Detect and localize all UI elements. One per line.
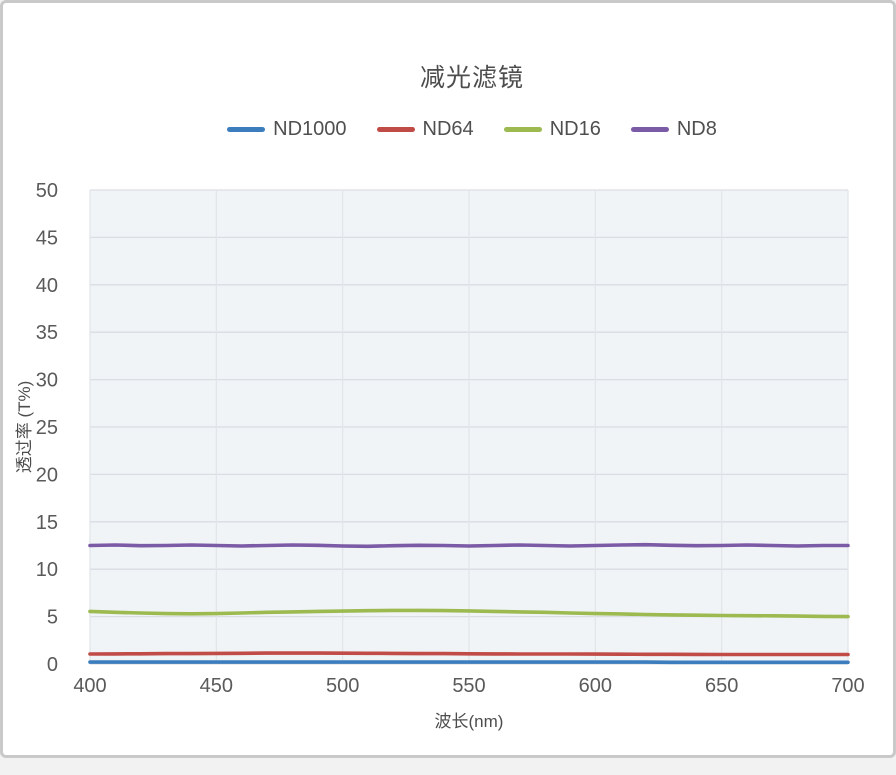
x-tick-label: 550 bbox=[452, 675, 485, 697]
legend-item-label: ND1000 bbox=[273, 118, 347, 140]
x-tick-label: 600 bbox=[579, 675, 612, 697]
x-tick-label: 650 bbox=[705, 675, 738, 697]
legend-item-label: ND8 bbox=[676, 118, 717, 140]
x-tick-label: 400 bbox=[73, 675, 106, 697]
y-tick-label: 25 bbox=[36, 417, 58, 439]
y-tick-label: 0 bbox=[47, 654, 58, 676]
legend: ND1000 ND64 ND16 ND8 bbox=[93, 118, 851, 141]
y-tick-label: 5 bbox=[47, 607, 58, 629]
chart-title: 减光滤镜 bbox=[419, 64, 524, 92]
y-tick-label: 45 bbox=[36, 227, 58, 249]
y-tick-label: 30 bbox=[36, 370, 58, 392]
legend-line-icon bbox=[503, 127, 542, 132]
y-tick-label: 10 bbox=[36, 559, 58, 581]
y-tick-label: 15 bbox=[36, 512, 58, 534]
legend-line-icon bbox=[227, 127, 266, 132]
y-tick-label: 35 bbox=[36, 322, 58, 344]
legend-item-nd8[interactable]: ND8 bbox=[630, 118, 717, 141]
x-axis-title: 波长(nm) bbox=[435, 712, 504, 731]
x-tick-label: 450 bbox=[200, 675, 233, 697]
legend-item-nd16[interactable]: ND16 bbox=[503, 118, 601, 141]
legend-item-label: ND64 bbox=[422, 118, 474, 140]
legend-item-nd1000[interactable]: ND1000 bbox=[227, 118, 347, 141]
legend-item-label: ND16 bbox=[549, 118, 601, 140]
x-tick-label: 700 bbox=[831, 675, 864, 697]
y-tick-label: 40 bbox=[36, 275, 58, 297]
chart-window: 减光滤镜 ND1000 ND64 ND16 ND8 0 5 10 15 20 25 30 35 40 4… bbox=[0, 0, 896, 758]
x-grid: 400 450 500 550 600 650 700 bbox=[73, 190, 865, 697]
y-tick-label: 50 bbox=[36, 180, 58, 202]
legend-line-icon bbox=[630, 127, 669, 132]
legend-line-icon bbox=[376, 127, 415, 132]
y-tick-label: 20 bbox=[36, 464, 58, 486]
y-axis-title: 透过率 (T%) bbox=[15, 381, 34, 474]
x-tick-label: 500 bbox=[326, 675, 359, 697]
series-line-nd8 bbox=[88, 542, 850, 549]
legend-item-nd64[interactable]: ND64 bbox=[376, 118, 474, 141]
series-line-nd64 bbox=[88, 651, 850, 657]
series-line-nd16 bbox=[88, 608, 850, 619]
